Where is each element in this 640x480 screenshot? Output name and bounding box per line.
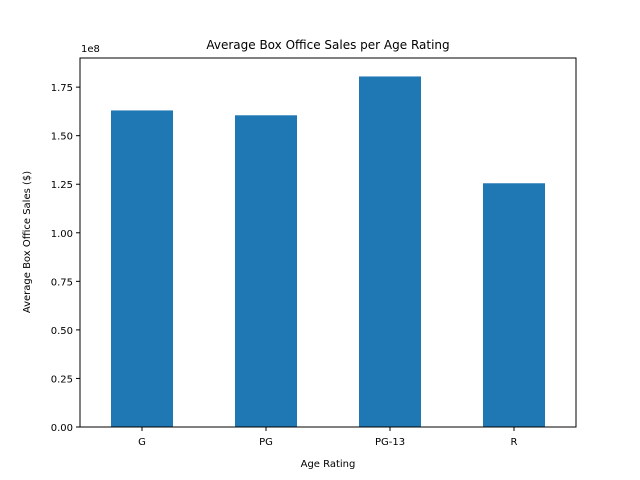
x-tick-label: R bbox=[511, 437, 518, 448]
plot-frame bbox=[79, 57, 577, 428]
x-axis-label: Age Rating bbox=[301, 459, 356, 470]
y-tick-label: 1.75 bbox=[51, 83, 73, 94]
y-tick-label: 1.25 bbox=[51, 180, 73, 191]
chart-title: Average Box Office Sales per Age Rating bbox=[206, 38, 449, 52]
x-axis: G PG PG-13 R bbox=[138, 427, 518, 448]
bar-g bbox=[111, 110, 173, 428]
bar-pg bbox=[235, 115, 297, 427]
x-tick-label: PG bbox=[259, 437, 273, 448]
x-tick-label: G bbox=[138, 437, 146, 448]
y-tick-label: 0.25 bbox=[51, 374, 73, 385]
bar-pg-13 bbox=[359, 76, 421, 427]
bars-group bbox=[111, 76, 545, 428]
y-tick-label: 1.50 bbox=[51, 132, 73, 143]
y-tick-label: 0.00 bbox=[51, 423, 73, 434]
y-axis-label: Average Box Office Sales ($) bbox=[22, 171, 33, 313]
y-tick-label: 0.75 bbox=[51, 277, 73, 288]
y-axis: 0.00 0.25 0.50 0.75 1.00 1.25 1.50 1.75 bbox=[51, 83, 80, 434]
x-tick-label: PG-13 bbox=[375, 437, 405, 448]
y-tick-label: 0.50 bbox=[51, 326, 73, 337]
y-tick-label: 1.00 bbox=[51, 229, 73, 240]
y-offset-label: 1e8 bbox=[81, 44, 100, 55]
bar-r bbox=[483, 183, 545, 427]
